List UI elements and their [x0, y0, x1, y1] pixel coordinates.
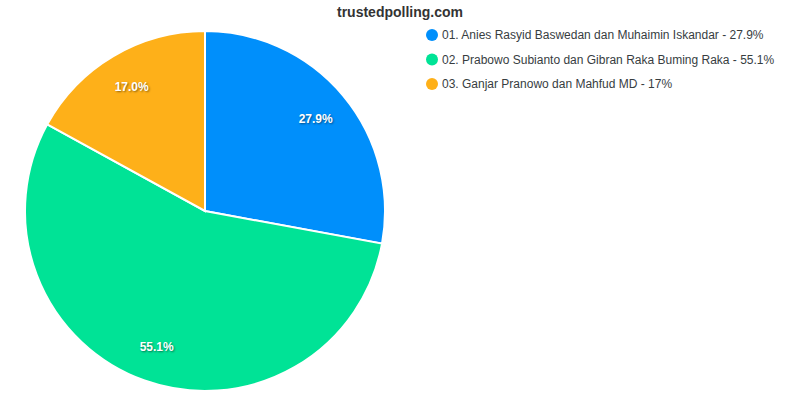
pie-slice — [47, 31, 205, 211]
data-label: 55.1% — [140, 340, 174, 354]
pie-slice — [205, 31, 385, 244]
legend-item: 03. Ganjar Pranowo dan Mahfud MD - 17% — [426, 77, 672, 91]
chart-title: trustedpolling.com — [337, 4, 463, 20]
legend: 01. Anies Rasyid Baswedan dan Muhaimin I… — [426, 28, 775, 91]
legend-item: 02. Prabowo Subianto dan Gibran Raka Bum… — [426, 53, 775, 67]
data-label: 27.9% — [299, 112, 333, 126]
data-label: 17.0% — [115, 80, 149, 94]
legend-label: 02. Prabowo Subianto dan Gibran Raka Bum… — [442, 53, 775, 67]
legend-label: 01. Anies Rasyid Baswedan dan Muhaimin I… — [442, 28, 764, 42]
legend-marker — [426, 78, 438, 90]
legend-marker — [426, 54, 438, 66]
pie-group — [25, 31, 385, 391]
legend-item: 01. Anies Rasyid Baswedan dan Muhaimin I… — [426, 28, 764, 42]
legend-marker — [426, 29, 438, 41]
legend-label: 03. Ganjar Pranowo dan Mahfud MD - 17% — [442, 77, 672, 91]
data-labels: 27.9% 55.1% 17.0% — [115, 80, 333, 354]
